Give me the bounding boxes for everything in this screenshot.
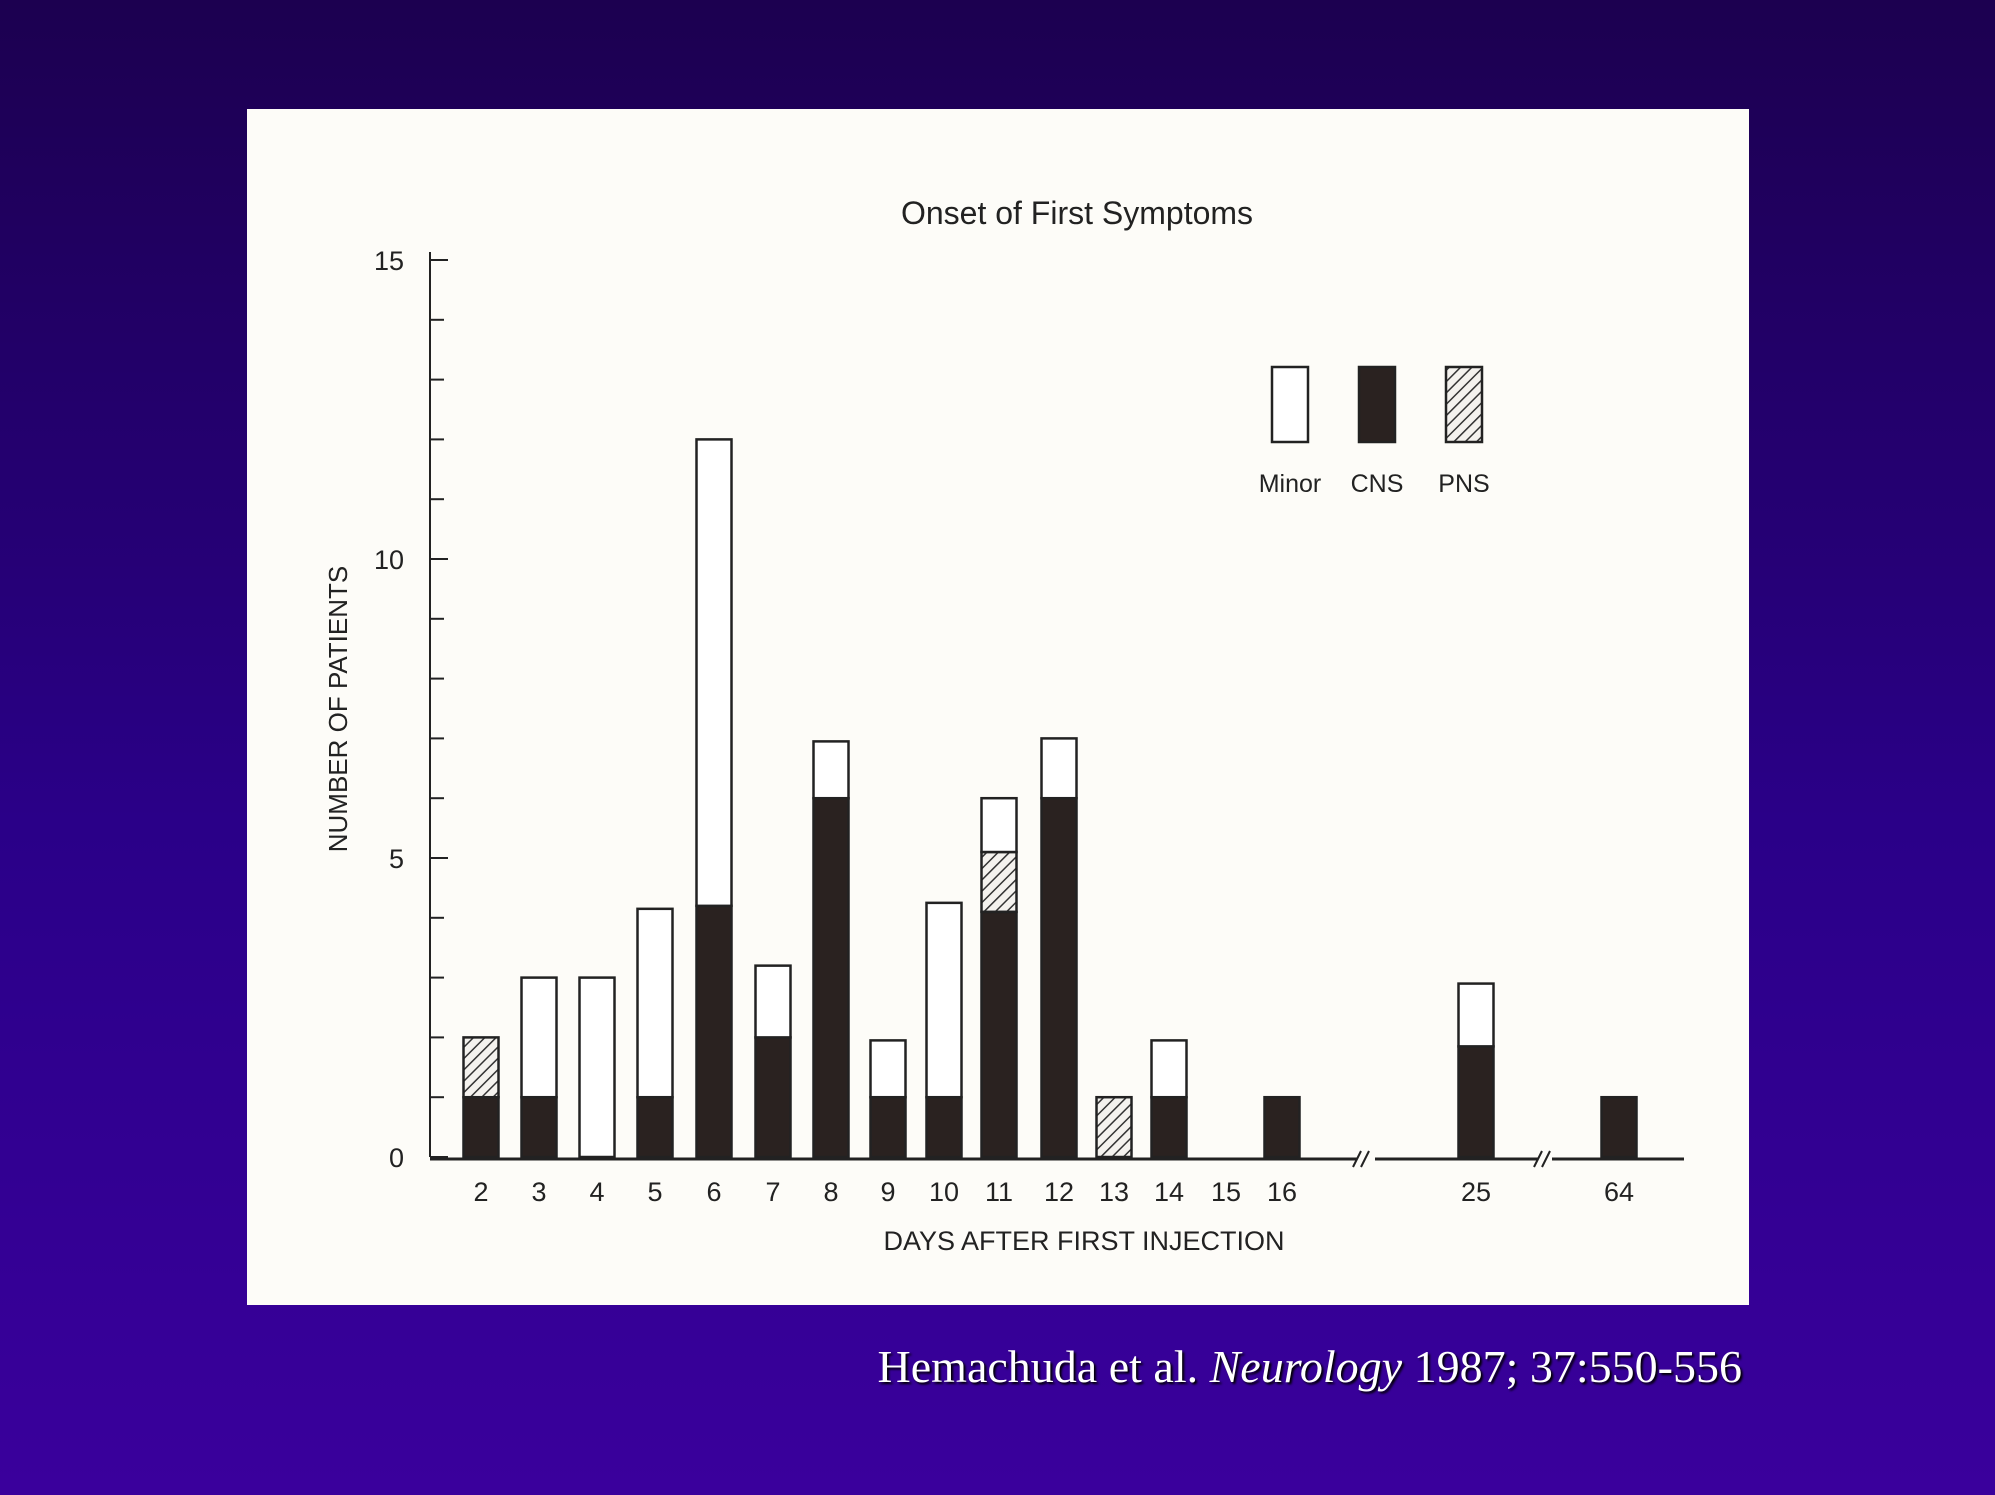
bar-pns-2 [462, 1036, 500, 1099]
y-tick-label: 0 [389, 1143, 404, 1173]
bar-cns-5 [636, 1095, 674, 1159]
bar-cns-9 [869, 1095, 907, 1159]
legend-swatch-pns [1444, 365, 1484, 444]
axis-break-mark [1360, 1150, 1370, 1168]
axis-break-mark [1541, 1150, 1551, 1168]
bar-cns-25 [1457, 1045, 1495, 1159]
bar-minor-10 [925, 901, 963, 1099]
bar-minor-12 [1040, 737, 1078, 800]
axis-break-mark [1352, 1150, 1362, 1168]
x-tick-label: 13 [1099, 1177, 1129, 1207]
bar-minor-25 [1457, 982, 1495, 1048]
bar-cns-11 [980, 910, 1018, 1159]
chart-title: Onset of First Symptoms [901, 195, 1253, 231]
x-tick-labels: 2 3 4 5 6 7 8 9 10 11 12 13 14 15 16 25 64 [473, 1177, 1634, 1207]
x-tick-label: 7 [765, 1177, 780, 1207]
bar-chart: Onset of First Symptoms NUMBER OF PATIEN… [323, 195, 1684, 1256]
axis-break-mark [1533, 1150, 1543, 1168]
x-tick-label: 14 [1154, 1177, 1184, 1207]
axes: 0 5 10 15 [374, 246, 1684, 1173]
x-tick-label: 9 [880, 1177, 895, 1207]
legend-label-minor: Minor [1259, 470, 1322, 498]
x-tick-label: 15 [1211, 1177, 1241, 1207]
x-tick-label: 4 [589, 1177, 604, 1207]
x-tick-label: 5 [647, 1177, 662, 1207]
legend-label-pns: PNS [1438, 470, 1489, 498]
bar-minor-14 [1150, 1039, 1188, 1099]
y-tick-label: 15 [374, 246, 404, 276]
x-axis-label: DAYS AFTER FIRST INJECTION [883, 1226, 1284, 1256]
x-tick-label: 25 [1461, 1177, 1491, 1207]
citation: Hemachuda et al. Neurology 1987; 37:550-… [878, 1340, 1742, 1393]
bar-minor-3 [520, 976, 558, 1099]
bar-cns-3 [520, 1095, 558, 1159]
x-tick-label: 16 [1267, 1177, 1297, 1207]
bar-minor-6 [695, 438, 733, 908]
bar-minor-9 [869, 1039, 907, 1099]
bar-pns-13 [1095, 1095, 1133, 1159]
y-tick-label: 5 [389, 844, 404, 874]
citation-authors: Hemachuda et al. [877, 1341, 1199, 1392]
y-axis-label: NUMBER OF PATIENTS [323, 566, 353, 853]
x-tick-label: 64 [1604, 1177, 1634, 1207]
x-tick-label: 8 [823, 1177, 838, 1207]
legend-swatch-cns [1357, 365, 1397, 444]
bar-cns-14 [1150, 1095, 1188, 1159]
bar-minor-5 [636, 907, 674, 1099]
bar-cns-10 [925, 1095, 963, 1159]
x-tick-label: 12 [1044, 1177, 1074, 1207]
bar-minor-4 [578, 976, 616, 1159]
citation-details: 1987; 37:550-556 [1413, 1341, 1742, 1392]
bar-cns-12 [1040, 796, 1078, 1159]
y-tick-label: 10 [374, 545, 404, 575]
legend-label-cns: CNS [1351, 470, 1404, 498]
citation-journal: Neurology [1209, 1341, 1403, 1392]
x-tick-label: 2 [473, 1177, 488, 1207]
bar-minor-11 [980, 796, 1018, 854]
bars-layer [462, 438, 1638, 1159]
x-tick-label: 6 [706, 1177, 721, 1207]
x-tick-label: 10 [929, 1177, 959, 1207]
bar-cns-6 [695, 904, 733, 1159]
legend-swatch-minor [1270, 365, 1310, 444]
legend: Minor CNS PNS [1259, 365, 1490, 498]
bar-cns-64 [1600, 1095, 1638, 1159]
bar-cns-7 [754, 1036, 792, 1159]
bar-pns-11 [980, 850, 1018, 914]
bar-cns-2 [462, 1095, 500, 1159]
x-tick-label: 11 [985, 1177, 1013, 1207]
bar-cns-16 [1263, 1095, 1301, 1159]
bar-minor-8 [812, 740, 850, 800]
bar-cns-8 [812, 796, 850, 1159]
bar-minor-7 [754, 964, 792, 1039]
figure-panel: Onset of First Symptoms NUMBER OF PATIEN… [247, 109, 1749, 1305]
x-tick-label: 3 [531, 1177, 546, 1207]
